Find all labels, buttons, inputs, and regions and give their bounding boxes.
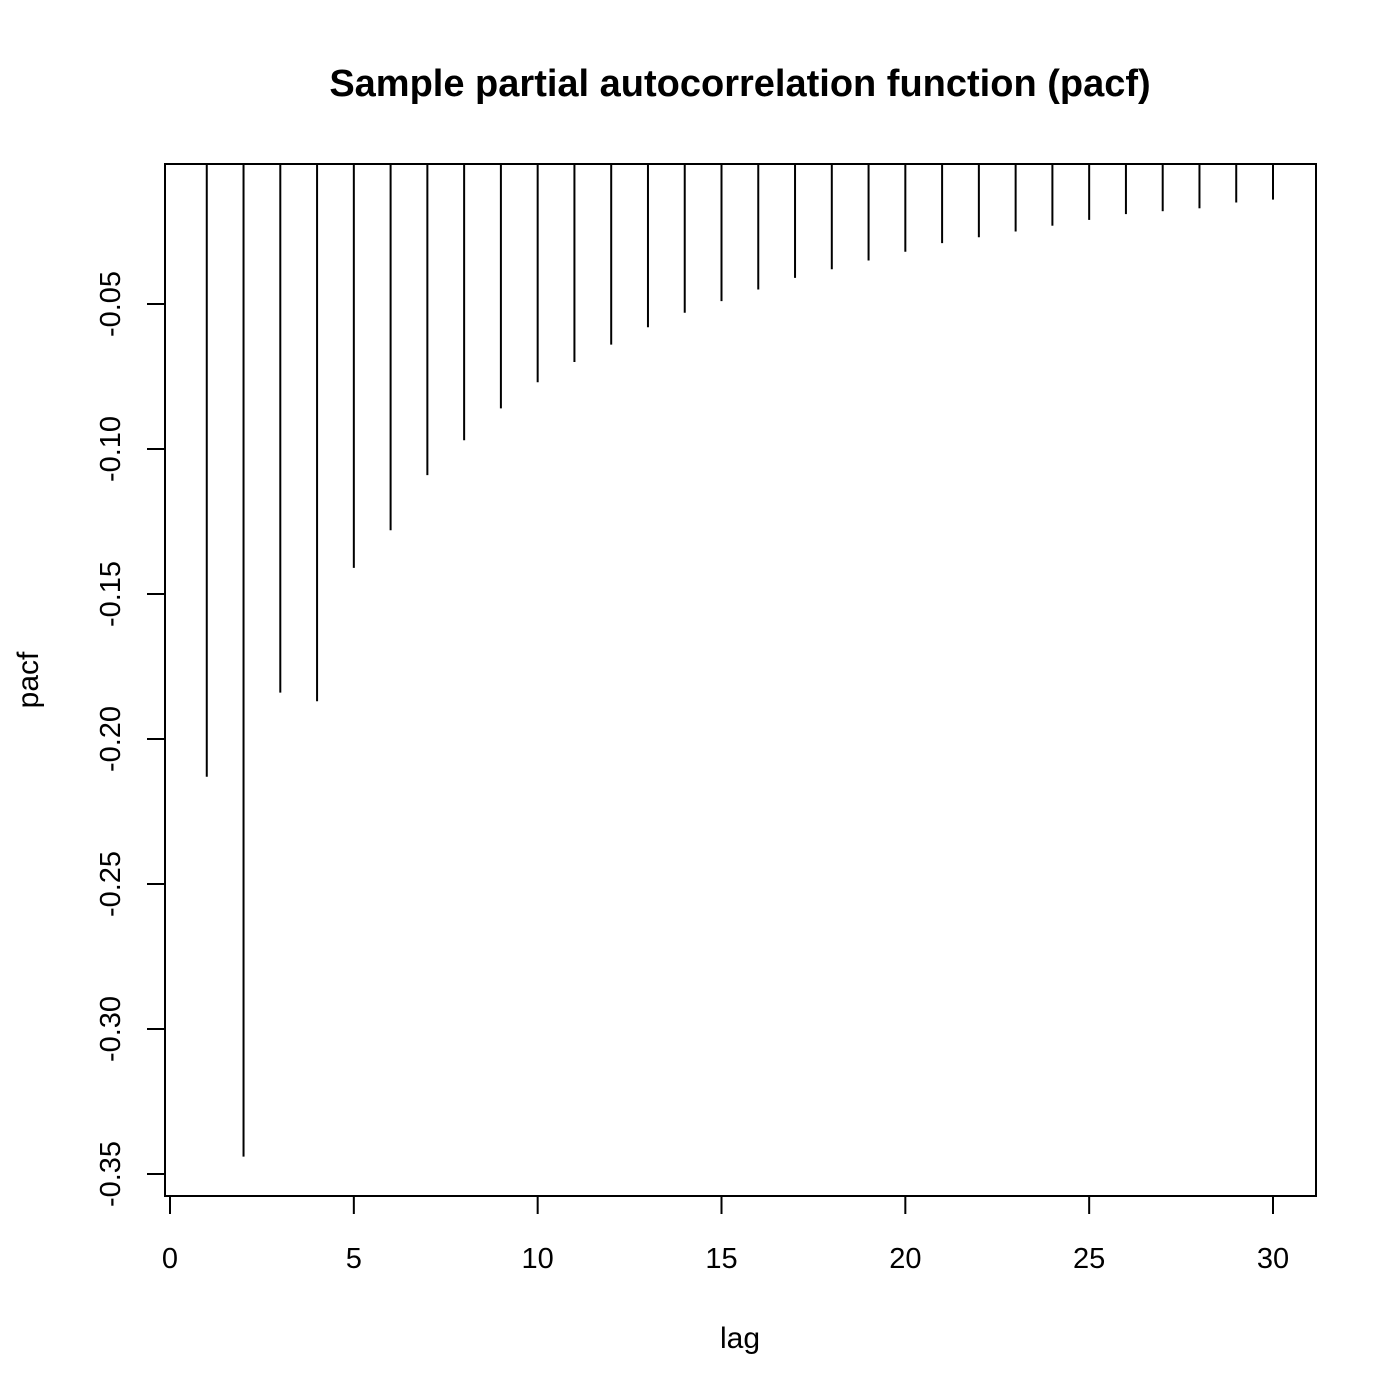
x-tick-label-5: 5 xyxy=(346,1243,362,1275)
x-axis: 0 5 10 15 20 25 30 xyxy=(162,1195,1289,1275)
x-tick-label-30: 30 xyxy=(1257,1243,1289,1275)
x-axis-label: lag xyxy=(720,1322,760,1355)
chart-title: Sample partial autocorrelation function … xyxy=(329,63,1150,105)
x-tick-label-25: 25 xyxy=(1073,1243,1105,1275)
y-axis-label: pacf xyxy=(12,651,45,708)
x-tick-label-10: 10 xyxy=(522,1243,554,1275)
y-tick-label--0.15: -0.15 xyxy=(95,561,127,627)
y-axis: -0.05 -0.10 -0.15 -0.20 -0.25 -0.30 -0.35 xyxy=(95,271,166,1207)
pacf-stems xyxy=(205,164,1274,1157)
plot-frame xyxy=(164,163,1317,1197)
y-tick-label--0.35: -0.35 xyxy=(95,1141,127,1207)
y-tick-label--0.20: -0.20 xyxy=(95,706,127,772)
y-tick-label--0.30: -0.30 xyxy=(95,996,127,1062)
x-tick-label-20: 20 xyxy=(889,1243,921,1275)
x-tick-label-0: 0 xyxy=(162,1243,178,1275)
y-tick-label--0.10: -0.10 xyxy=(95,416,127,482)
x-tick-label-15: 15 xyxy=(705,1243,737,1275)
y-tick-label--0.05: -0.05 xyxy=(95,271,127,337)
y-tick-label--0.25: -0.25 xyxy=(95,851,127,917)
